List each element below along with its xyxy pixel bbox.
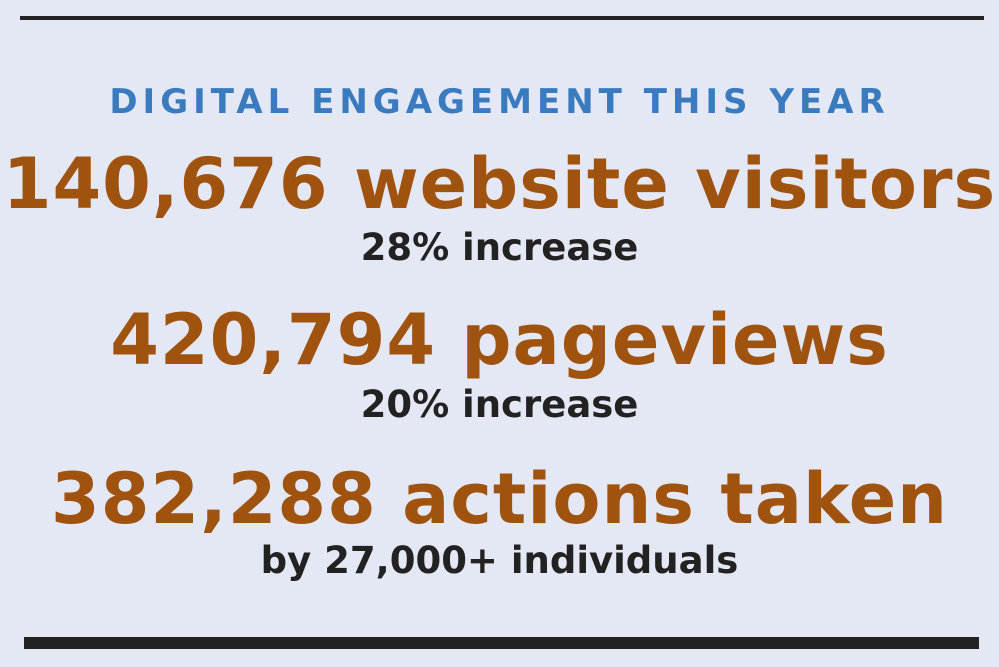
stat-detail: 28% increase xyxy=(360,226,639,269)
stat-headline: 140,676 website visitors xyxy=(2,143,997,225)
bottom-rule xyxy=(24,637,979,649)
stat-detail: 20% increase xyxy=(360,383,639,426)
stat-headline: 382,288 actions taken xyxy=(50,458,949,540)
stat-detail: by 27,000+ individuals xyxy=(260,539,739,582)
title: DIGITAL ENGAGEMENT THIS YEAR xyxy=(109,82,890,122)
top-rule xyxy=(20,16,984,20)
stat-headline: 420,794 pageviews xyxy=(110,299,889,381)
